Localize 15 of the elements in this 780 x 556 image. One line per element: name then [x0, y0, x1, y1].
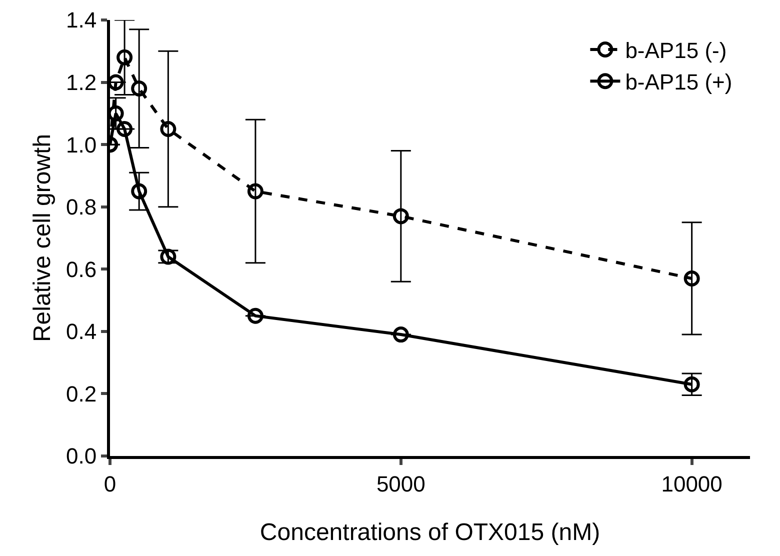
x-tick-label: 5000 — [376, 471, 426, 496]
y-tick-label: 1.4 — [66, 8, 97, 33]
legend-label: b-AP15 (+) — [625, 70, 732, 95]
y-tick-label: 1.0 — [66, 132, 97, 158]
x-tick-label: 0 — [104, 471, 116, 496]
y-tick-label: 0.4 — [66, 319, 97, 344]
legend-label: b-AP15 (-) — [625, 38, 727, 64]
x-axis-title: Concentrations of OTX015 (nM) — [260, 519, 600, 546]
y-tick-label: 0.8 — [66, 194, 97, 220]
y-tick-label: 0.6 — [66, 256, 97, 282]
y-tick-label: 0.2 — [66, 381, 97, 406]
x-tick-label: 10000 — [661, 471, 722, 496]
y-axis-title: Relative cell growth — [29, 134, 56, 342]
y-tick-label: 1.2 — [66, 70, 97, 95]
y-tick-label: 0.0 — [66, 444, 97, 469]
